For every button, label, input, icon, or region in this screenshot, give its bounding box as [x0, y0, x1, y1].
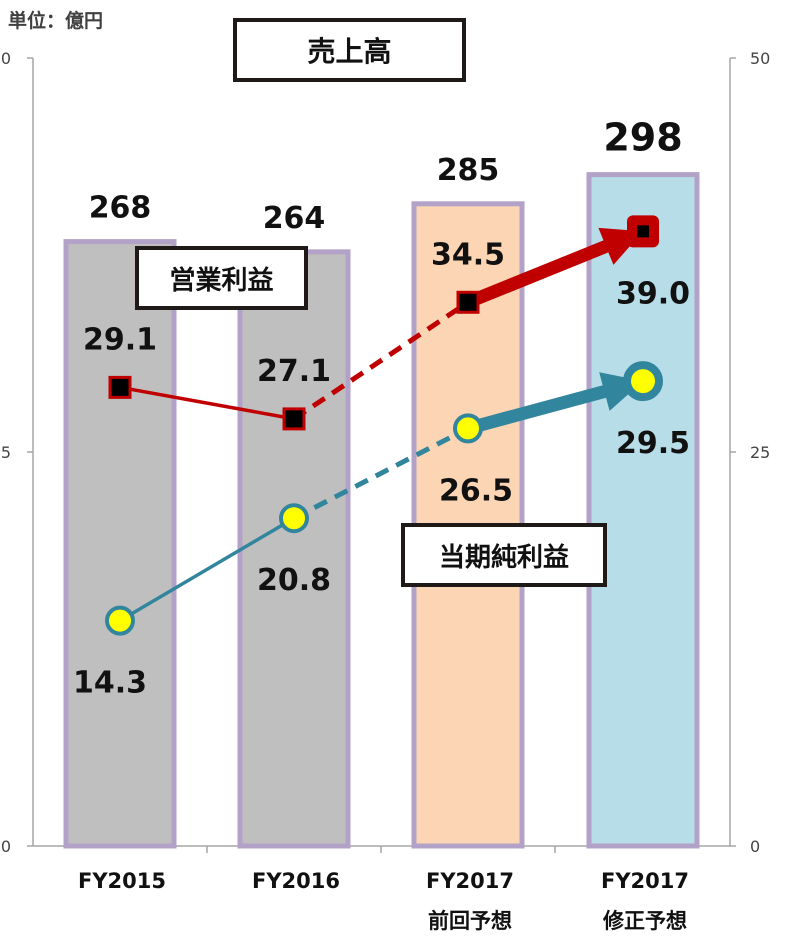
net-income-line-segment [466, 381, 622, 435]
operating-profit-data-label: 29.1 [83, 322, 157, 357]
left-tick-label: 5 [1, 443, 11, 462]
operating-profit-data-label: 27.1 [257, 354, 331, 389]
sales-bar [586, 172, 700, 849]
operating-profit-marker [282, 407, 306, 431]
sales-bar-label: 285 [437, 153, 500, 188]
operating-profit-data-label: 34.5 [431, 237, 505, 272]
sales-bar [63, 239, 177, 849]
category-sublabel: 前回予想 [428, 909, 512, 933]
right-tick-label: 0 [750, 837, 760, 856]
net-income-data-label: 20.8 [257, 563, 331, 598]
sales-label-box: 売上高 [233, 18, 466, 82]
category-label: FY2017 [601, 869, 689, 893]
net-income-marker [285, 509, 303, 528]
right-tick-label: 50 [750, 49, 770, 68]
left-tick-label: 0 [1, 49, 11, 68]
net-income-data-label: 29.5 [616, 426, 690, 461]
sales-bar [237, 249, 351, 849]
category-label: FY2017 [426, 869, 514, 893]
unit-label: 単位：億円 [8, 10, 104, 32]
operating-profit-data-label: 39.0 [616, 276, 690, 311]
net-income-marker [459, 419, 477, 438]
operating-profit-marker [456, 290, 480, 314]
operating-profit-line-segment [119, 385, 295, 421]
net-income-data-label: 26.5 [439, 473, 513, 508]
operating-profit-line-segment [292, 300, 470, 421]
net-income-label-box: 当期純利益 [401, 523, 607, 587]
sales-bar-label: 298 [603, 116, 682, 160]
category-label: FY2016 [252, 869, 340, 893]
operating-profit-label-box: 営業利益 [135, 246, 308, 310]
net-income-line-segment [119, 516, 295, 623]
operating-profit-line-segment [465, 234, 624, 309]
category-label: FY2015 [78, 869, 166, 893]
net-income-marker [111, 611, 129, 630]
operating-profit-marker [637, 225, 649, 238]
left-tick-label: 0 [1, 837, 11, 856]
net-income-line-segment [292, 426, 470, 521]
net-income-data-label: 14.3 [73, 666, 147, 701]
lines [105, 215, 663, 636]
operating-profit-marker [108, 375, 132, 399]
labels: 268 264 285 298 FY2015 FY2016 FY2017 前回予想 FY2017… [73, 116, 690, 933]
right-tick-label: 25 [750, 443, 770, 462]
sales-bar-label: 264 [263, 201, 326, 236]
sales-bar-label: 268 [89, 191, 152, 226]
net-income-marker [623, 361, 663, 402]
category-sublabel: 修正予想 [602, 909, 687, 933]
